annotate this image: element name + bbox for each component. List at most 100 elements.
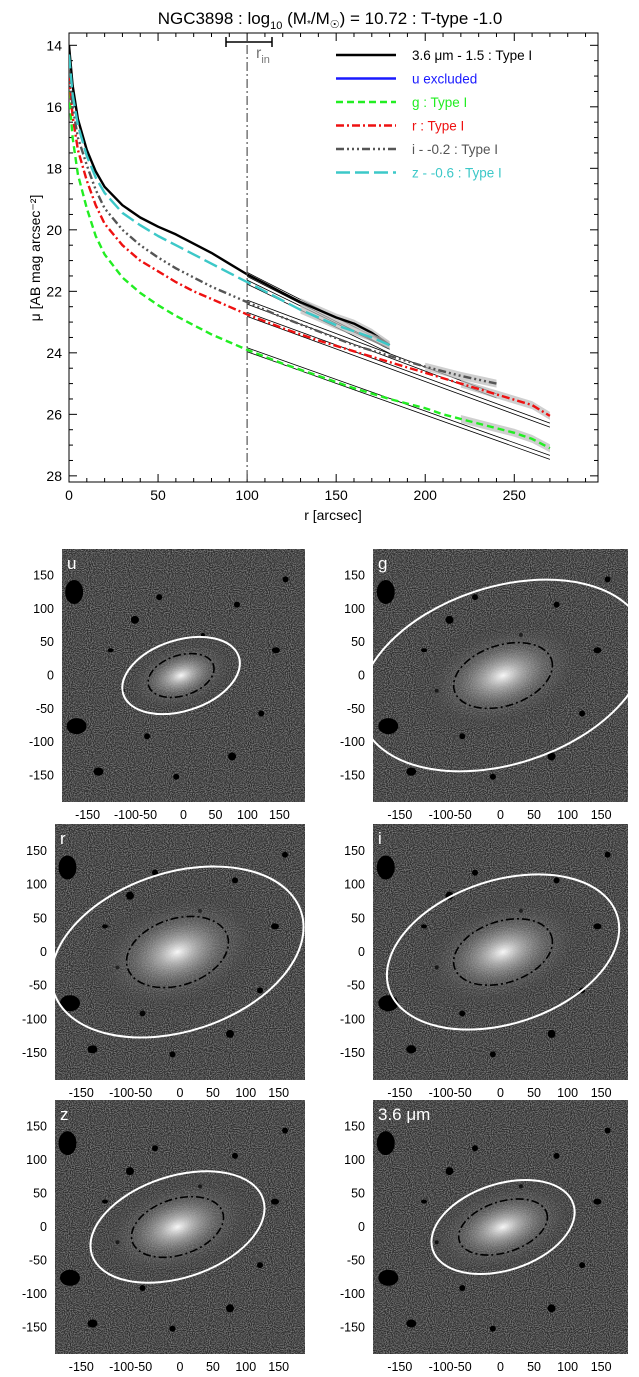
panel-y-tick-label: 50 [351,1187,365,1201]
panel-y-tick-label: -100 [340,735,365,749]
masked-source [144,733,151,740]
y-tick-label: 22 [46,283,62,299]
figure-title: NGC3898 : log10 (M*/M☉) = 10.72 : T-type… [158,9,503,32]
panel-y-tick-label: 150 [33,569,54,583]
break-radius-ellipse [452,641,554,710]
galaxy-light [409,888,597,1016]
panel-y-tick-label: 100 [26,878,47,892]
masked-source [489,1325,496,1332]
fit-line [246,299,497,395]
masked-source [553,877,560,884]
masked-source [169,1325,176,1332]
masked-source [60,1269,80,1286]
outer-radius-ellipse [385,873,621,1031]
panel-x-tick-label: 50 [209,808,223,822]
masked-source [58,1131,77,1156]
panel-y-tick-label: 0 [358,945,365,959]
panel-y-tick-label: 100 [344,878,365,892]
masked-source [169,1051,176,1058]
panel-x-tick-label: -150 [75,808,100,822]
y-tick-label: 14 [46,37,62,53]
panel-y-tick-label: 100 [344,602,365,616]
panel-y-tick-label: 0 [40,1220,47,1234]
panel-y-tick-label: 0 [40,945,47,959]
panel-band-label: z [60,1105,69,1124]
masked-source [459,1284,466,1291]
panel-y-tick-label: 150 [344,844,365,858]
panel-y-tick-label: -150 [340,1320,365,1334]
masked-source [579,710,586,717]
masked-source [406,1319,417,1328]
masked-source [152,869,158,876]
fit-line [246,316,551,428]
masked-source [604,851,611,858]
masked-source [421,648,427,653]
image-panel-5: z 150 100 50 0 -50 -100 -150 -150 -100-50 0 50 100 15… [22,1100,305,1374]
masked-source [376,855,395,880]
break-radius-label: rin [256,45,270,66]
y-tick-label: 28 [46,468,62,484]
image-panel-6: 3.6 μm 150 100 50 0 -50 -100 -150 -150 -100-50 0 50… [340,1100,628,1374]
panel-y-tick-label: -100 [340,1012,365,1026]
x-tick-label: 150 [324,487,348,503]
panel-x-tick-label: 0 [497,1086,504,1100]
panel-x-tick-label: -100-50 [109,1086,152,1100]
panel-x-tick-label: 50 [206,1360,220,1374]
masked-source [282,851,288,858]
image-panel-1: u 150 100 50 0 -50 -100 -150 -150 -100-50 0 50 100 15… [29,549,305,822]
panel-y-tick-label: 50 [40,635,54,649]
masked-source [107,648,114,653]
break-radius-ellipse [452,918,554,986]
outer-radius-ellipse [430,1179,576,1275]
profile-series [69,45,551,453]
masked-source [421,924,427,929]
surface-brightness-profile-plot: NGC3898 : log10 (M*/M☉) = 10.72 : T-type… [27,9,599,523]
panel-y-tick-label: -50 [347,1253,365,1267]
y-tick-label: 18 [46,160,62,176]
masked-source [66,718,87,735]
masked-source [547,1304,556,1313]
image-panel-3: r 150 100 50 0 -50 -100 -150 -150 -100-50 0 50 100 15… [22,824,305,1100]
masked-source [60,995,80,1012]
panel-x-tick-label: 100 [235,1360,256,1374]
galaxy-light [409,612,597,739]
masked-source [58,855,77,880]
masked-source [226,1304,234,1313]
panel-x-tick-label: -150 [387,1086,412,1100]
masked-source [257,1262,263,1269]
masked-source [226,1029,234,1038]
panel-y-tick-label: -50 [347,702,365,716]
masked-source [472,1145,478,1152]
masked-source [87,1045,98,1054]
panel-y-tick-label: 50 [33,1187,47,1201]
break-radius-marker: rin [225,37,273,66]
legend-entry: i - -0.2 : Type I [412,142,498,157]
panel-x-tick-label: -100-50 [429,1086,472,1100]
masked-source [489,773,496,780]
plot-frame [68,32,599,483]
masked-source [445,615,454,624]
masked-source [130,615,139,624]
panel-y-tick-label: 50 [351,911,365,925]
masked-source [489,1051,496,1058]
outer-radius-ellipse [50,865,305,1039]
panel-x-tick-label: 50 [206,1086,220,1100]
panel-x-tick-label: 0 [177,1360,184,1374]
series-line-5 [69,54,391,347]
legend-entry: g : Type I [412,95,467,110]
panel-y-tick-label: 50 [351,635,365,649]
y-tick-label: 16 [46,99,62,115]
masked-source [604,576,611,583]
break-radius-ellipse [125,915,230,989]
panel-x-tick-label: 50 [527,1360,541,1374]
masked-source [593,1198,602,1205]
masked-source [406,767,417,776]
series-line-0 [69,45,391,347]
galaxy-light [80,884,275,1020]
panel-y-tick-label: 50 [33,911,47,925]
panel-y-tick-label: -50 [29,979,47,993]
masked-source [406,1045,417,1054]
panel-x-tick-label: -150 [69,1086,94,1100]
